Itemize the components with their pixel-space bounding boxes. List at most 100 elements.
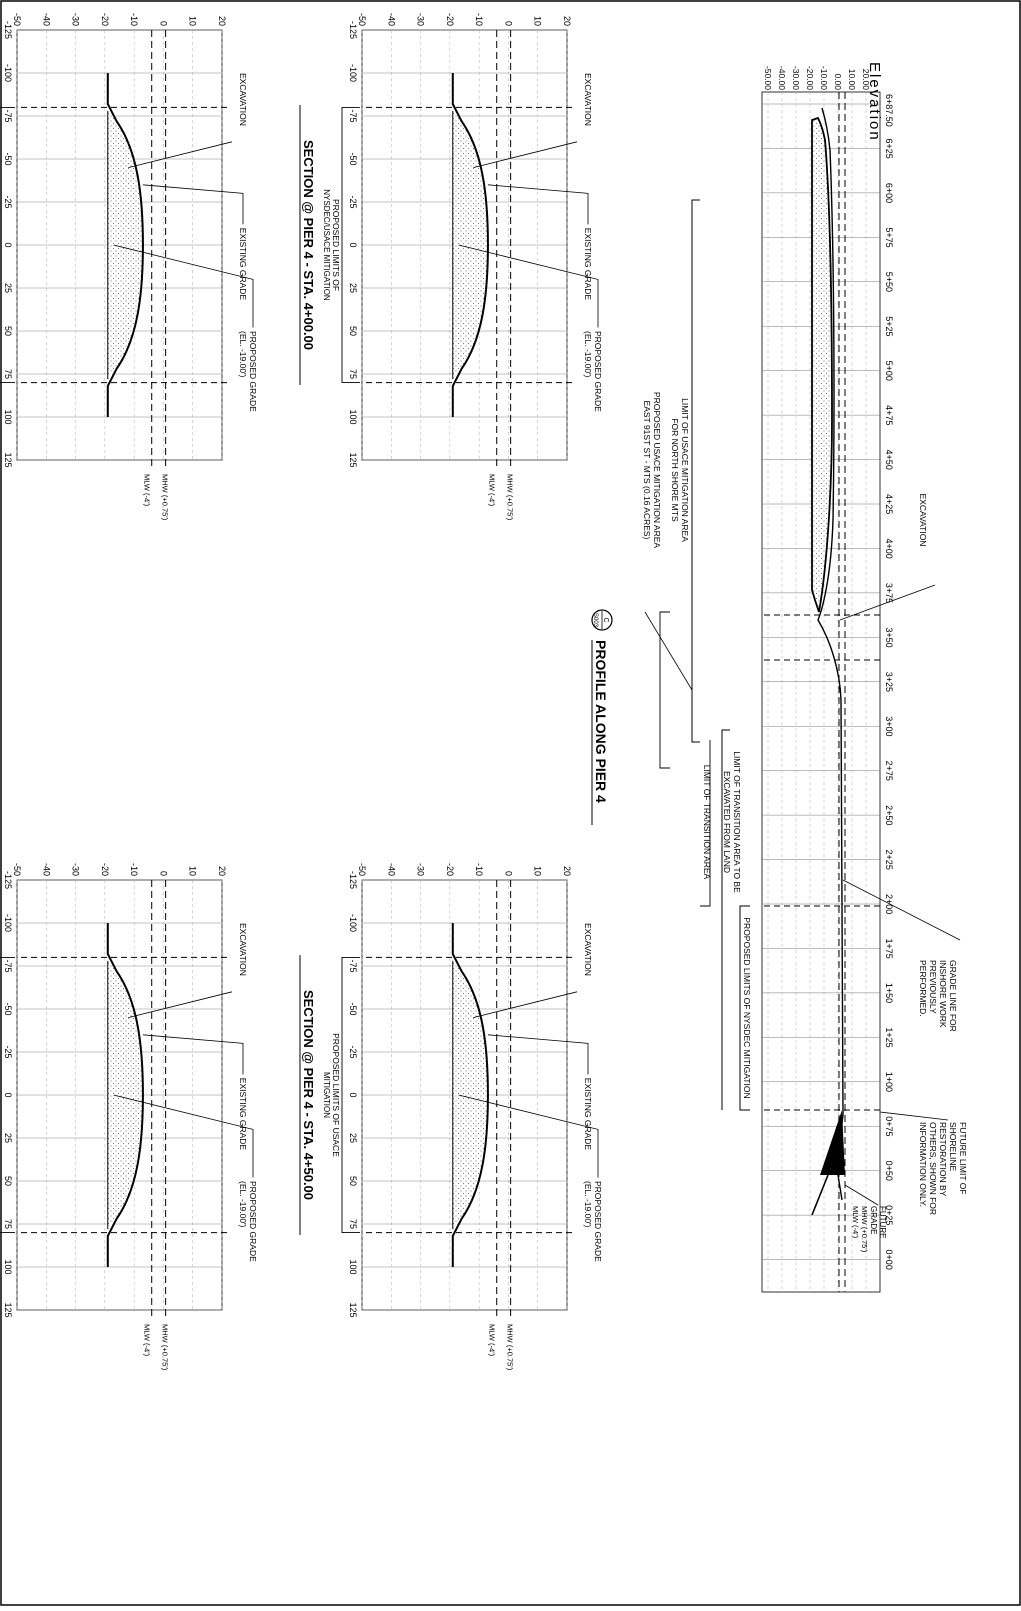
offset-tick-label: -25 xyxy=(348,1045,358,1058)
section-limits-label: PROPOSED LIMITS OF USACE xyxy=(331,1033,341,1157)
station-label: 3+00 xyxy=(884,716,894,736)
station-label: 0+75 xyxy=(884,1116,894,1136)
offset-tick-label: 50 xyxy=(3,326,13,336)
elevation-tick-label: -20 xyxy=(100,863,110,876)
elevation-tick-label: -40.00 xyxy=(777,66,787,90)
section-excavation-label: EXCAVATION xyxy=(238,923,248,976)
elevation-tick-label: -50 xyxy=(357,13,367,26)
section-excavation-label: EXCAVATION xyxy=(583,923,593,976)
grade-line-note: PERFORMED. xyxy=(918,960,928,1017)
elevation-tick-label: -30.00 xyxy=(791,66,801,90)
profile-drawing: Elevation 20.00 10.00 0.00 -10.00 -20.00 -30.… xyxy=(591,62,968,1293)
station-label: 0+25 xyxy=(884,1205,894,1225)
section-proposed-label: (EL. -19.00') xyxy=(238,331,248,378)
existing-leader xyxy=(487,184,589,225)
elevation-tick-label: 0 xyxy=(158,871,168,876)
elevation-tick-label: -50 xyxy=(12,863,22,876)
elevation-tick-label: -50 xyxy=(12,13,22,26)
offset-tick-label: 25 xyxy=(3,1133,13,1143)
offset-tick-label: 75 xyxy=(348,1219,358,1229)
section-existing-label: EXISTING GRADE xyxy=(583,1078,593,1151)
offset-tick-label: 125 xyxy=(3,1302,13,1317)
station-label: 4+00 xyxy=(884,538,894,558)
usace-area-bracket xyxy=(659,611,670,769)
section-drawing: -125-100-75-50-25025507510012520100-10-2… xyxy=(299,863,603,1371)
elevation-tick-label: 10 xyxy=(188,866,198,876)
section-existing-label: EXISTING GRADE xyxy=(238,228,248,301)
elevation-tick-label: 10 xyxy=(533,866,543,876)
offset-tick-label: -25 xyxy=(3,1045,13,1058)
profile-existing-grade xyxy=(817,107,844,1201)
station-label: 1+75 xyxy=(884,938,894,958)
grade-line-note: INSHORE WORK xyxy=(938,960,948,1028)
excavation-leader xyxy=(128,141,233,168)
offset-tick-label: 50 xyxy=(3,1176,13,1186)
transition-label: EXCAVATED FROM LAND xyxy=(722,771,732,873)
station-label: 5+25 xyxy=(884,316,894,336)
offset-tick-label: 50 xyxy=(348,326,358,336)
excavation-leader xyxy=(839,584,936,621)
section-excavation-area xyxy=(452,110,488,380)
offset-tick-label: 25 xyxy=(348,1133,358,1143)
station-label: 0+50 xyxy=(884,1161,894,1181)
section-mhw-label: MHW (+0.75') xyxy=(506,1324,515,1371)
section-proposed-label: PROPOSED GRADE xyxy=(593,331,603,412)
section-excavation-area xyxy=(107,110,143,380)
offset-tick-label: -50 xyxy=(3,1002,13,1015)
future-limit-note: SHORELINE xyxy=(948,1122,958,1171)
section-proposed-label: (EL. -19.00') xyxy=(583,1181,593,1228)
offset-tick-label: 75 xyxy=(348,369,358,379)
elevation-tick-label: -50.00 xyxy=(763,66,773,90)
elevation-tick-label: 20.00 xyxy=(861,69,871,91)
profile-title: PROFILE ALONG PIER 4 xyxy=(593,640,609,803)
detail-callout-bubble xyxy=(591,609,613,631)
section-mhw-label: MHW (+0.75') xyxy=(161,474,170,521)
profile-excavation-area xyxy=(811,116,833,613)
section-mhw-label: MHW (+0.75') xyxy=(506,474,515,521)
offset-tick-label: -100 xyxy=(348,64,358,82)
profile-future-grade-line xyxy=(811,1174,829,1216)
station-label: 2+50 xyxy=(884,805,894,825)
elevation-tick-label: -40 xyxy=(41,13,51,26)
section-drawing: -125-100-75-50-25025507510012520100-10-2… xyxy=(0,13,258,521)
elevation-tick-label: -40 xyxy=(41,863,51,876)
usace-proposed-label: EAST 91ST ST - MTS (0.16 ACRES) xyxy=(642,401,652,540)
offset-tick-label: -75 xyxy=(348,109,358,122)
elevation-tick-label: 10 xyxy=(533,16,543,26)
usace-limit-label: FOR NORTH SHORE MTS xyxy=(670,418,680,522)
usace-limit-label: LIMIT OF USACE MITIGATION AREA xyxy=(680,398,690,542)
profile-future-shoreline-wedge xyxy=(820,1110,845,1175)
elevation-tick-label: -20 xyxy=(100,13,110,26)
transition-label: LIMIT OF TRANSITION AREA TO BE xyxy=(732,751,742,893)
future-grade-label: FUTURE xyxy=(878,1206,887,1238)
offset-tick-label: -75 xyxy=(3,959,13,972)
elevation-tick-label: 0 xyxy=(503,21,513,26)
offset-tick-label: -50 xyxy=(348,1002,358,1015)
nysdec-label: PROPOSED LIMITS OF NYSDEC MITIGATION xyxy=(742,917,752,1098)
usace-proposed-label: PROPOSED USACE MITIGATION AREA xyxy=(652,392,662,549)
station-label: 4+75 xyxy=(884,405,894,425)
existing-leader xyxy=(142,1034,244,1075)
elevation-tick-label: 10 xyxy=(188,16,198,26)
elevation-tick-label: 0 xyxy=(503,871,513,876)
elevation-tick-label: 0.00 xyxy=(833,73,843,90)
section-excavation-label: EXCAVATION xyxy=(583,73,593,126)
section-proposed-label: PROPOSED GRADE xyxy=(248,1181,258,1262)
offset-tick-label: -125 xyxy=(348,21,358,39)
usace-limit-bracket xyxy=(691,199,700,743)
excavation-leader xyxy=(128,991,233,1018)
elevation-tick-label: -10 xyxy=(474,13,484,26)
elevation-tick-label: 20 xyxy=(562,866,572,876)
station-label: 4+50 xyxy=(884,450,894,470)
elevation-tick-label: 10.00 xyxy=(847,69,857,91)
station-label: 3+75 xyxy=(884,583,894,603)
grade-line-leader xyxy=(842,879,961,941)
section-proposed-label: (EL. -19.00') xyxy=(583,331,593,378)
profile-mlw-label: MLW (-4') xyxy=(851,1206,860,1239)
transition-bracket xyxy=(721,729,730,1110)
station-label: 6+87.50 xyxy=(884,94,894,127)
section-limits-label: MITIGATION xyxy=(322,1072,331,1118)
offset-tick-label: 125 xyxy=(3,452,13,467)
